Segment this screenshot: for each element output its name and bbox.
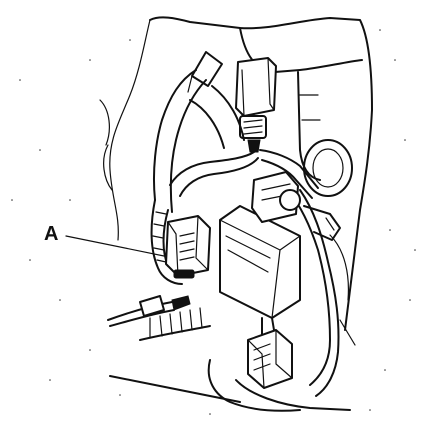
central-module	[219, 171, 341, 319]
texture-dots	[11, 29, 416, 415]
wiring-harness	[150, 69, 340, 397]
lower-connector	[247, 317, 293, 389]
base-line	[109, 375, 241, 403]
upper-connector	[187, 51, 277, 153]
engine-housing	[99, 16, 373, 412]
callout-label-a: A	[44, 223, 59, 245]
round-port	[303, 139, 353, 197]
probe-sensor	[107, 295, 211, 341]
connector-a	[165, 215, 211, 279]
callout-a-leader	[65, 235, 165, 257]
